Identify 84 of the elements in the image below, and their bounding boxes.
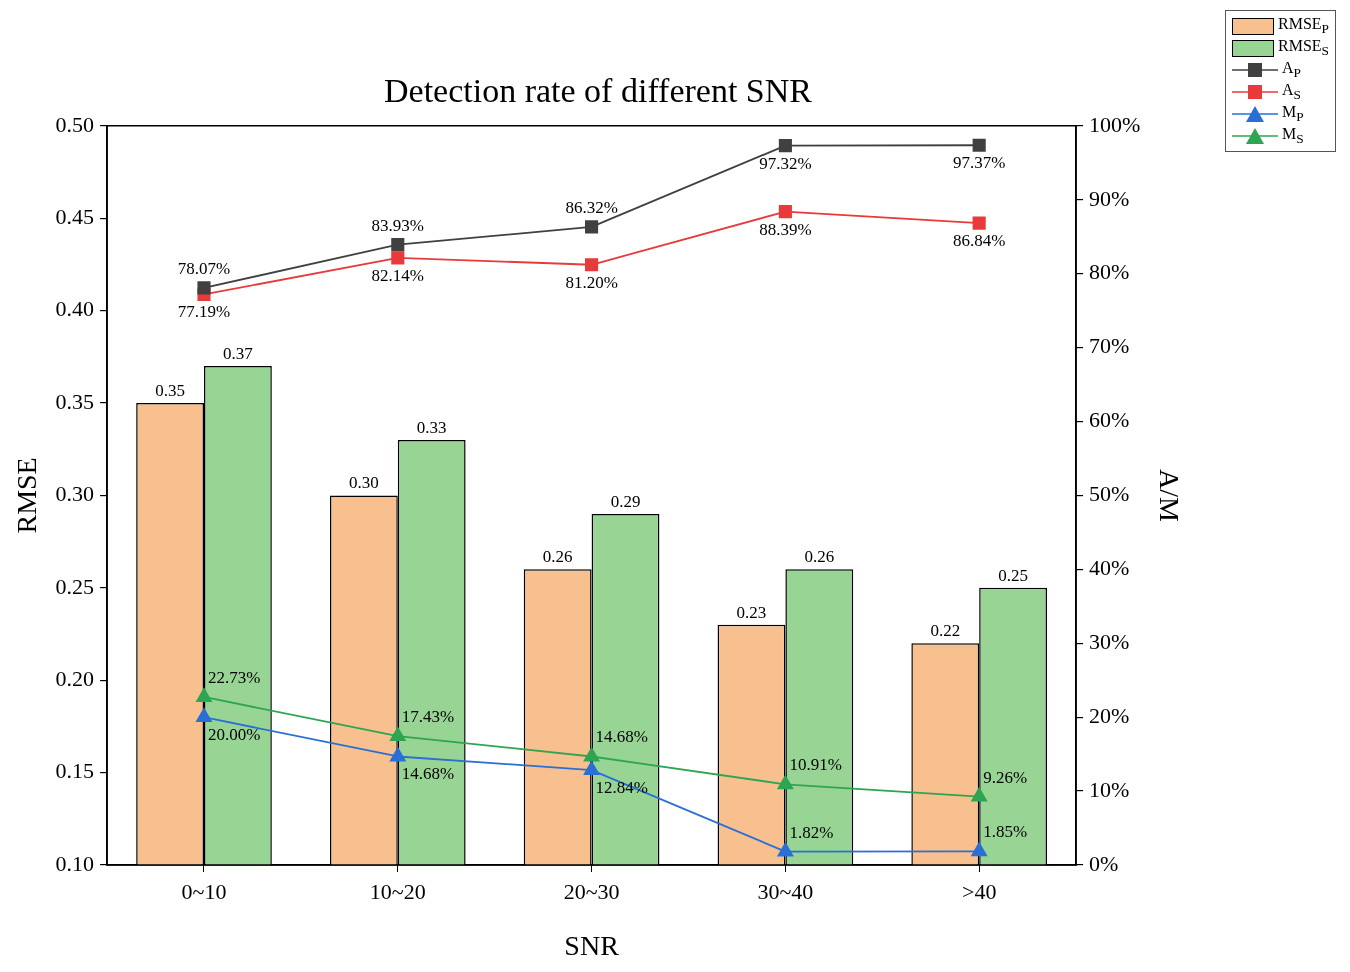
point xyxy=(972,216,986,230)
data-label: 0.26 xyxy=(542,547,573,567)
point xyxy=(777,842,794,857)
data-label: 97.37% xyxy=(952,153,1006,173)
data-label: 77.19% xyxy=(177,302,231,322)
y-tick-label: 0.50 xyxy=(55,111,95,137)
y2-tick-label: 20% xyxy=(1089,702,1130,728)
data-label: 22.73% xyxy=(208,667,261,687)
x-tick-label: 20~30 xyxy=(563,878,620,904)
point xyxy=(391,251,405,265)
data-label: 0.30 xyxy=(349,473,379,493)
data-label: 1.82% xyxy=(789,822,834,842)
point xyxy=(197,281,211,295)
data-label: 88.39% xyxy=(759,219,812,239)
point xyxy=(778,205,792,219)
data-label: 0.26 xyxy=(804,547,835,567)
point xyxy=(778,139,792,153)
data-label: 0.23 xyxy=(736,602,767,622)
y-tick-label: 0.20 xyxy=(55,665,95,691)
y2-tick-label: 100% xyxy=(1089,111,1141,137)
legend-label: A$_{P}$ xyxy=(1282,58,1301,82)
data-label: 0.25 xyxy=(998,565,1028,585)
y2-tick-label: 90% xyxy=(1089,185,1130,211)
point xyxy=(583,747,600,762)
data-label: 0.35 xyxy=(155,380,185,400)
legend-label: M$_{P}$ xyxy=(1282,102,1304,126)
point xyxy=(196,708,212,723)
data-label: 9.26% xyxy=(983,767,1028,787)
data-label: 86.32% xyxy=(565,197,618,217)
legend-label: A$_{S}$ xyxy=(1282,80,1301,104)
data-label: 0.33 xyxy=(416,417,447,437)
y2-axis-title: A/M xyxy=(1153,468,1185,522)
data-label: 97.32% xyxy=(759,153,812,173)
x-tick-label: >40 xyxy=(961,878,997,904)
data-label: 14.68% xyxy=(401,764,455,784)
data-label: 78.07% xyxy=(177,258,231,278)
point xyxy=(972,138,986,152)
point xyxy=(196,688,212,702)
y2-tick-label: 80% xyxy=(1089,259,1130,285)
y-axis-title: RMSE xyxy=(11,457,43,534)
y2-tick-label: 30% xyxy=(1089,629,1130,655)
x-tick-label: 0~10 xyxy=(181,878,227,904)
legend-label: M$_{S}$ xyxy=(1282,124,1304,148)
data-label: 1.85% xyxy=(983,822,1028,842)
data-label: 20.00% xyxy=(208,725,261,745)
chart-title: Detection rate of different SNR xyxy=(383,72,813,110)
data-label: 17.43% xyxy=(401,707,455,727)
point xyxy=(971,842,988,857)
y-tick-label: 0.30 xyxy=(55,481,95,507)
point xyxy=(971,787,988,802)
y-tick-label: 0.45 xyxy=(55,203,95,229)
y2-tick-label: 60% xyxy=(1089,407,1130,433)
legend-label: RMSE$_{P}$ xyxy=(1278,14,1329,38)
y-tick-label: 0.15 xyxy=(55,758,95,784)
point xyxy=(777,775,794,790)
data-label: 12.84% xyxy=(595,778,649,798)
point xyxy=(585,220,599,234)
point xyxy=(389,747,406,762)
data-label: 86.84% xyxy=(952,231,1006,251)
data-label: 0.22 xyxy=(930,621,961,641)
y-tick-label: 0.25 xyxy=(55,573,95,599)
x-tick-label: 30~40 xyxy=(757,878,814,904)
point xyxy=(585,258,599,272)
point xyxy=(391,238,405,252)
y-tick-label: 0.40 xyxy=(55,296,95,322)
y-tick-label: 0.10 xyxy=(55,850,95,876)
y2-tick-label: 50% xyxy=(1089,481,1130,507)
data-label: 83.93% xyxy=(371,215,424,235)
data-label: 14.68% xyxy=(595,727,649,747)
y2-tick-label: 0% xyxy=(1089,850,1119,876)
y2-tick-label: 70% xyxy=(1089,333,1130,359)
point xyxy=(389,727,406,742)
x-axis-title: SNR xyxy=(564,929,620,961)
legend-label: RMSE$_{S}$ xyxy=(1278,36,1329,60)
point xyxy=(583,761,600,775)
y-tick-label: 0.35 xyxy=(55,388,95,414)
data-label: 0.37 xyxy=(223,344,254,364)
y2-tick-label: 40% xyxy=(1089,555,1130,581)
y2-tick-label: 10% xyxy=(1089,776,1130,802)
data-label: 82.14% xyxy=(371,265,424,285)
x-tick-label: 10~20 xyxy=(369,878,426,904)
data-label: 10.91% xyxy=(789,755,842,775)
data-label: 0.29 xyxy=(610,491,641,511)
data-label: 81.20% xyxy=(565,272,618,292)
